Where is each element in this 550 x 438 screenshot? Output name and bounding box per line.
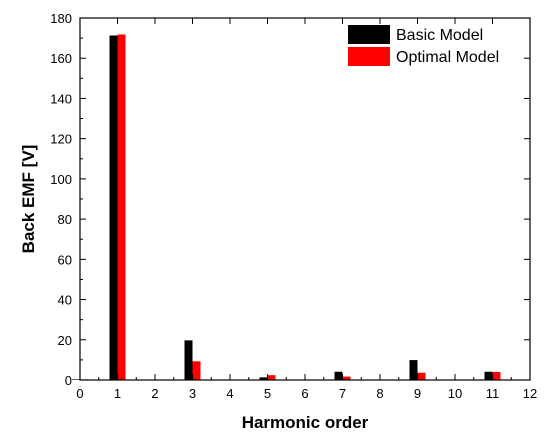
x-axis-title: Harmonic order xyxy=(242,413,369,432)
y-tick-label: 100 xyxy=(50,172,72,187)
bar-basic-model-h9 xyxy=(409,360,418,380)
y-tick-label: 120 xyxy=(50,132,72,147)
x-tick-label: 0 xyxy=(76,386,83,401)
legend-label-basic-model: Basic Model xyxy=(396,27,483,44)
y-tick-label: 40 xyxy=(58,293,72,308)
x-tick-label: 4 xyxy=(226,386,233,401)
legend-swatch-optimal-model xyxy=(348,47,390,66)
bar-optimal-model-h1 xyxy=(117,34,126,380)
bar-optimal-model-h11 xyxy=(492,371,501,380)
x-tick-label: 9 xyxy=(414,386,421,401)
y-tick-label: 80 xyxy=(58,212,72,227)
bar-basic-model-h11 xyxy=(484,371,493,380)
plot-frame xyxy=(79,17,531,381)
x-tick-label: 11 xyxy=(486,386,500,401)
x-tick-label: 1 xyxy=(114,386,121,401)
bar-optimal-model-h7 xyxy=(342,376,351,380)
bar-basic-model-h1 xyxy=(109,35,118,380)
x-tick-label: 8 xyxy=(376,386,383,401)
legend-swatch-basic-model xyxy=(348,25,390,44)
y-tick-label: 20 xyxy=(58,333,72,348)
y-tick-label: 160 xyxy=(50,51,72,66)
bars-layer xyxy=(72,34,501,380)
bar-optimal-model-h5 xyxy=(267,375,276,380)
bar-basic-model-h7 xyxy=(334,371,343,380)
bar-optimal-model-h9 xyxy=(417,372,426,380)
x-tick-label: 7 xyxy=(339,386,346,401)
y-axis-title: Back EMF [V] xyxy=(19,145,38,254)
bar-basic-model-h5 xyxy=(259,377,268,380)
x-tick-label: 5 xyxy=(264,386,271,401)
bar-basic-model-h0 xyxy=(72,379,80,380)
y-tick-label: 0 xyxy=(65,373,72,388)
y-tick-label: 60 xyxy=(58,252,72,267)
bar-optimal-model-h3 xyxy=(192,361,201,380)
bar-basic-model-h3 xyxy=(184,340,193,380)
x-tick-label: 12 xyxy=(523,386,537,401)
y-tick-label: 140 xyxy=(50,91,72,106)
x-tick-label: 2 xyxy=(151,386,158,401)
x-tick-label: 6 xyxy=(301,386,308,401)
legend: Basic Model Optimal Model xyxy=(348,25,499,66)
legend-label-optimal-model: Optimal Model xyxy=(396,49,499,66)
x-tick-label: 10 xyxy=(448,386,462,401)
x-tick-label: 3 xyxy=(189,386,196,401)
y-tick-label: 180 xyxy=(50,11,72,26)
